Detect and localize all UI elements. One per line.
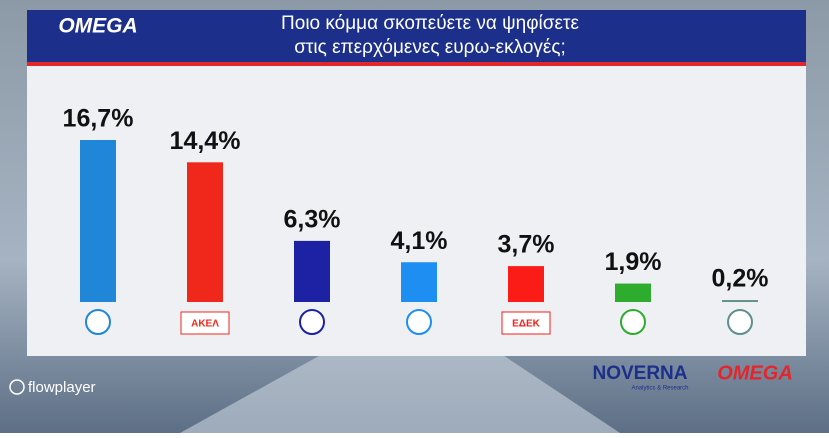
party-logo bbox=[299, 309, 325, 335]
pollster-tagline: Analytics & Research bbox=[631, 386, 688, 392]
party-logo bbox=[620, 309, 646, 335]
bar bbox=[508, 266, 544, 302]
bar bbox=[294, 240, 330, 302]
value-label: 16,7% bbox=[63, 105, 134, 133]
value-label: 1,9% bbox=[605, 248, 662, 276]
channel-logo: OMEGA bbox=[58, 15, 137, 38]
title-line: στις επερχόμενες ευρω-εκλογές; bbox=[294, 37, 566, 58]
party-logo-text: ΕΔΕΚ bbox=[512, 319, 541, 330]
bar bbox=[80, 140, 116, 302]
player-icon bbox=[9, 379, 25, 395]
party-logo bbox=[180, 311, 230, 335]
header-band bbox=[27, 10, 806, 62]
background-shape bbox=[180, 300, 620, 433]
bar bbox=[615, 283, 651, 302]
bar bbox=[401, 262, 437, 302]
pollster-logo: NOVERNA bbox=[592, 363, 687, 384]
value-label: 0,2% bbox=[712, 265, 769, 293]
value-label: 3,7% bbox=[498, 231, 555, 259]
title-line: Ποιο κόμμα σκοπεύετε να ψηφίσετε bbox=[281, 13, 579, 34]
party-logo bbox=[85, 309, 111, 335]
bar bbox=[187, 162, 223, 302]
value-label: 4,1% bbox=[391, 227, 448, 255]
player-logo: flowplayer bbox=[28, 379, 96, 396]
value-label: 6,3% bbox=[284, 205, 341, 233]
party-logo bbox=[501, 311, 551, 335]
value-label: 14,4% bbox=[170, 127, 241, 155]
footer-channel-logo: OMEGA bbox=[717, 362, 793, 384]
bar bbox=[722, 300, 758, 302]
header-rule bbox=[27, 62, 806, 66]
party-logo-text: ΑΚΕΛ bbox=[191, 319, 219, 330]
party-logo bbox=[406, 309, 432, 335]
party-logo bbox=[727, 309, 753, 335]
